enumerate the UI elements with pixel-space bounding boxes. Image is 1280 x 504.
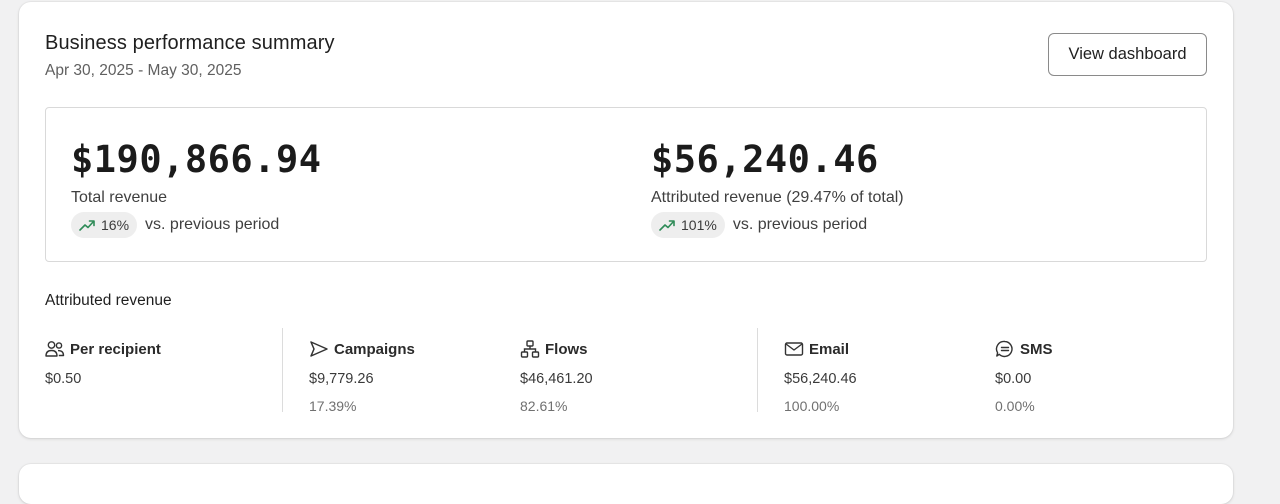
trend-percent: 16% bbox=[101, 217, 130, 233]
trend-badge: 101% bbox=[651, 212, 725, 238]
column-value: $0.00 bbox=[995, 371, 1032, 387]
sms-column: SMS $0.00 0.00% bbox=[995, 339, 1053, 415]
flows-header: Flows bbox=[520, 339, 593, 359]
total-revenue-label: Total revenue bbox=[71, 189, 168, 206]
per-recipient-header: Per recipient bbox=[45, 339, 161, 359]
sms-icon bbox=[995, 340, 1013, 358]
campaigns-column: Campaigns $9,779.26 17.39% bbox=[309, 339, 415, 415]
trending-up-icon bbox=[659, 220, 675, 231]
flow-icon bbox=[520, 340, 540, 358]
metrics-summary-box: $190,866.94 Total revenue 16% vs. previo… bbox=[45, 107, 1207, 262]
sms-header: SMS bbox=[995, 339, 1053, 359]
column-label: SMS bbox=[1020, 340, 1053, 358]
column-label: Campaigns bbox=[334, 340, 415, 358]
trend-suffix: vs. previous period bbox=[145, 216, 280, 233]
attributed-revenue-value: $56,240.46 bbox=[651, 138, 879, 181]
trend-percent: 101% bbox=[681, 217, 717, 233]
column-divider bbox=[757, 328, 758, 412]
business-performance-card: Business performance summary Apr 30, 202… bbox=[19, 2, 1233, 438]
email-header: Email bbox=[784, 339, 857, 359]
view-dashboard-button[interactable]: View dashboard bbox=[1048, 33, 1207, 76]
trending-up-icon bbox=[79, 220, 95, 231]
column-percent: 0.00% bbox=[995, 398, 1035, 414]
date-range: Apr 30, 2025 - May 30, 2025 bbox=[45, 62, 242, 79]
column-label: Per recipient bbox=[70, 340, 161, 358]
column-value: $9,779.26 bbox=[309, 371, 374, 387]
attributed-revenue-metric: $56,240.46 Attributed revenue (29.47% of… bbox=[651, 136, 904, 238]
column-percent: 82.61% bbox=[520, 398, 568, 414]
flows-column: Flows $46,461.20 82.61% bbox=[520, 339, 593, 414]
column-value: $46,461.20 bbox=[520, 371, 593, 387]
email-column: Email $56,240.46 100.00% bbox=[784, 339, 857, 415]
mail-icon bbox=[784, 342, 804, 356]
total-revenue-trend: 16% vs. previous period bbox=[71, 212, 322, 238]
column-value: $0.50 bbox=[45, 371, 82, 387]
per-recipient-column: Per recipient $0.50 bbox=[45, 339, 161, 388]
campaigns-header: Campaigns bbox=[309, 339, 415, 359]
column-percent: 100.00% bbox=[784, 398, 840, 414]
card-title: Business performance summary bbox=[45, 32, 335, 54]
send-icon bbox=[310, 341, 328, 357]
next-card bbox=[19, 464, 1233, 504]
trend-suffix: vs. previous period bbox=[732, 216, 868, 233]
total-revenue-value: $190,866.94 bbox=[71, 138, 322, 181]
users-icon bbox=[45, 341, 65, 357]
total-revenue-metric: $190,866.94 Total revenue 16% vs. previo… bbox=[71, 136, 322, 238]
column-value: $56,240.46 bbox=[784, 371, 857, 387]
column-divider bbox=[282, 328, 283, 412]
trend-badge: 16% bbox=[71, 212, 138, 238]
attributed-revenue-section-title: Attributed revenue bbox=[45, 292, 172, 309]
column-percent: 17.39% bbox=[309, 398, 357, 414]
column-label: Email bbox=[809, 340, 850, 358]
column-label: Flows bbox=[545, 340, 588, 358]
attributed-revenue-label: Attributed revenue (29.47% of total) bbox=[651, 189, 904, 206]
attributed-revenue-trend: 101% vs. previous period bbox=[651, 212, 904, 238]
